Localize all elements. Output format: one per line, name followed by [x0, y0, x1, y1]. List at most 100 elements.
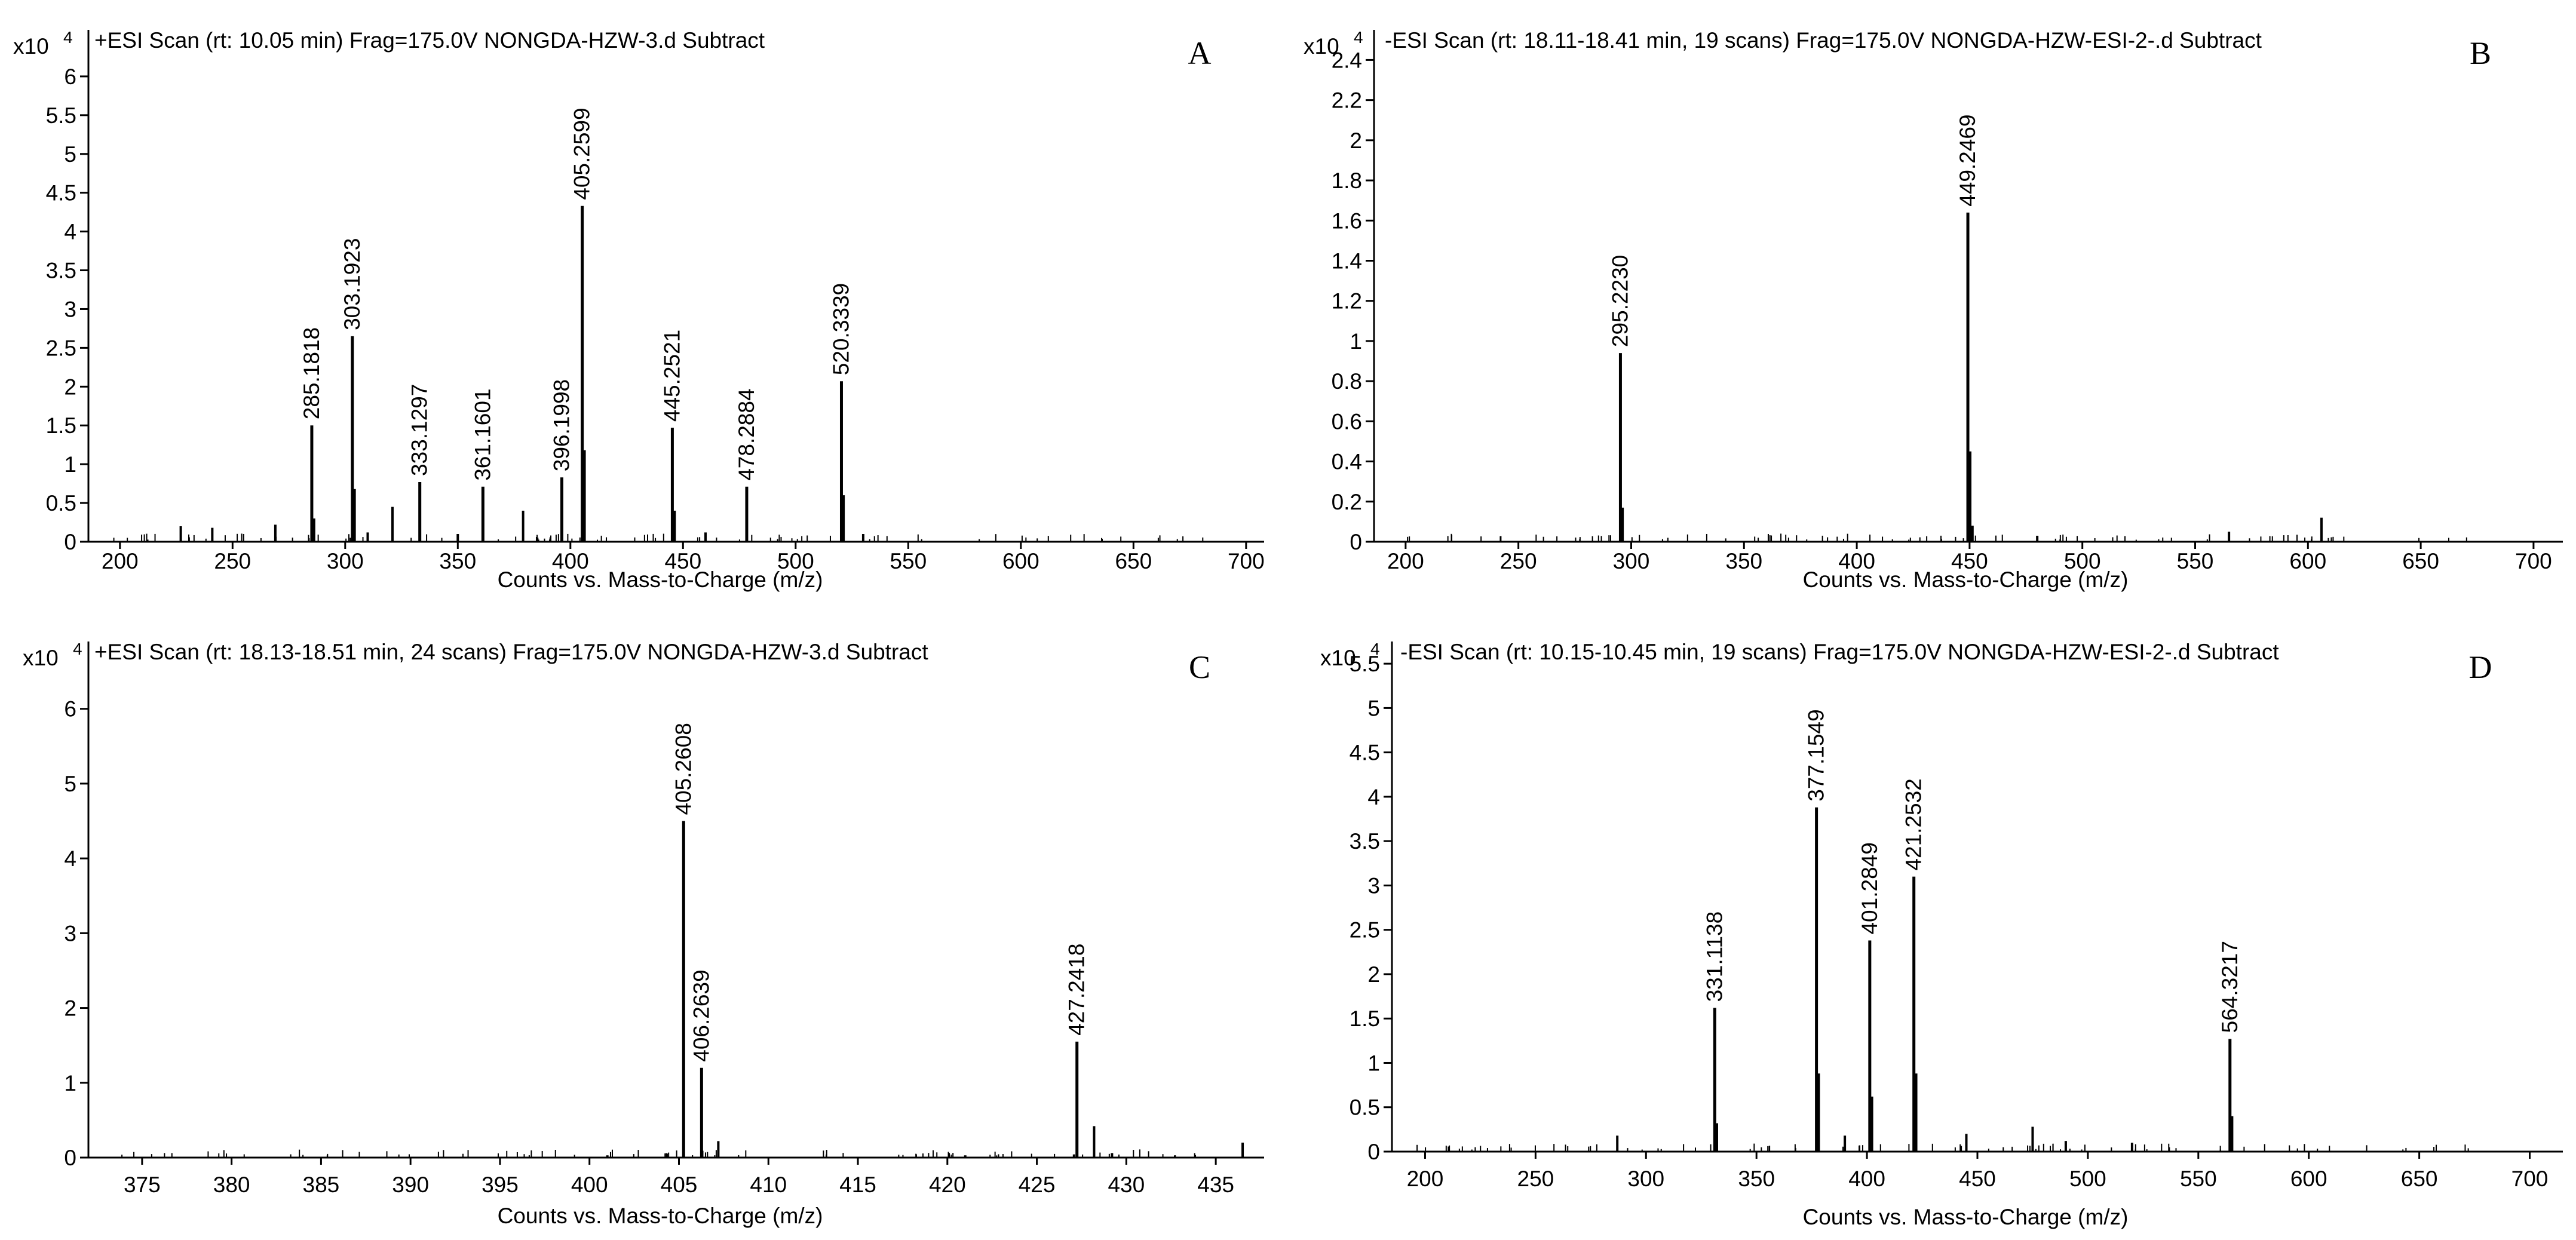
- x-tick-label: 200: [1387, 549, 1424, 573]
- panel-c: x10 4 +ESI Scan (rt: 18.13-18.51 min, 24…: [23, 640, 1264, 1228]
- x-tick-label: 435: [1197, 1173, 1234, 1197]
- panel-b-x-ticks: 200 250 300 350 400 450 500 550 600 650 700: [1387, 542, 2552, 573]
- x-tick-label: 350: [439, 549, 476, 573]
- peak-label: 285.1818: [299, 327, 324, 419]
- panel-d-multiplier-exp: 4: [1370, 640, 1380, 658]
- y-tick-label: 0.6: [1332, 409, 1362, 434]
- panel-b-x-label: Counts vs. Mass-to-Charge (m/z): [1803, 567, 2129, 592]
- y-tick-label: 3.5: [1350, 829, 1380, 854]
- panel-a: x10 4 +ESI Scan (rt: 10.05 min) Frag=175…: [13, 28, 1265, 592]
- y-tick-label: 1: [1367, 1051, 1380, 1075]
- x-tick-label: 700: [2511, 1167, 2549, 1191]
- peak-label: 396.1998: [549, 379, 574, 471]
- panel-a-peak-labels: 285.1818 303.1923 333.1297 361.1601 396.1998…: [299, 108, 854, 480]
- y-tick-label: 2.2: [1332, 88, 1362, 113]
- peak-label: 405.2608: [671, 723, 695, 815]
- peak-label: 406.2639: [689, 969, 713, 1061]
- x-tick-label: 350: [1738, 1167, 1775, 1191]
- y-tick-label: 0.2: [1332, 490, 1362, 514]
- panel-a-y-ticks: 0 0.5 1 1.5 2 2.5 3 3.5 4 4.5 5 5.5 6: [46, 65, 88, 554]
- x-tick-label: 700: [2515, 549, 2552, 573]
- y-tick-label: 4: [64, 220, 76, 244]
- y-tick-label: 1: [64, 1071, 76, 1095]
- x-tick-label: 450: [1959, 1167, 1996, 1191]
- peak-label: 564.3217: [2218, 941, 2242, 1033]
- x-tick-label: 600: [1002, 549, 1039, 573]
- y-tick-label: 3: [64, 297, 76, 321]
- panel-c-peak-labels: 405.2608 406.2639 427.2418: [671, 723, 1088, 1062]
- x-tick-label: 650: [2402, 549, 2439, 573]
- peak-label: 520.3339: [829, 283, 853, 375]
- panel-a-title: +ESI Scan (rt: 10.05 min) Frag=175.0V NO…: [94, 28, 765, 53]
- y-tick-label: 5.5: [1350, 652, 1380, 676]
- panel-a-peaks: [113, 205, 1204, 542]
- y-tick-label: 0: [64, 530, 76, 554]
- x-tick-label: 200: [1407, 1167, 1444, 1191]
- peak-label: 361.1601: [470, 388, 495, 480]
- y-tick-label: 3: [1367, 873, 1380, 898]
- peak-label: 478.2884: [734, 388, 759, 480]
- panel-b-multiplier-exp: 4: [1354, 28, 1363, 47]
- panel-d-letter: D: [2469, 649, 2492, 685]
- panel-c-y-ticks: 0 1 2 3 4 5 6: [64, 697, 88, 1170]
- x-tick-label: 400: [552, 549, 589, 573]
- x-tick-label: 550: [890, 549, 927, 573]
- x-tick-label: 550: [2177, 549, 2214, 573]
- panel-b-peak-labels: 295.2230 449.2469: [1608, 115, 1980, 348]
- peak-label: 405.2599: [570, 108, 594, 199]
- panel-c-multiplier-exp: 4: [73, 640, 82, 658]
- x-tick-label: 500: [2064, 549, 2101, 573]
- y-tick-label: 1.5: [46, 413, 76, 438]
- x-tick-label: 430: [1108, 1173, 1145, 1197]
- panel-b-y-ticks: 0 0.2 0.4 0.6 0.8 1 1.2 1.4 1.6 1.8 2 2.2 2.4: [1332, 48, 1374, 554]
- panel-a-x-label: Counts vs. Mass-to-Charge (m/z): [498, 567, 823, 592]
- x-tick-label: 250: [1517, 1167, 1554, 1191]
- x-tick-label: 420: [929, 1173, 966, 1197]
- peak-label: 401.2849: [1857, 842, 1882, 934]
- x-tick-label: 500: [777, 549, 814, 573]
- y-tick-label: 6: [64, 65, 76, 89]
- panel-c-x-label: Counts vs. Mass-to-Charge (m/z): [498, 1204, 823, 1228]
- x-tick-label: 400: [1838, 549, 1875, 573]
- y-tick-label: 0.5: [1350, 1095, 1380, 1120]
- y-tick-label: 1: [1350, 329, 1362, 354]
- peak-label: 449.2469: [1955, 115, 1980, 207]
- x-tick-label: 385: [303, 1173, 340, 1197]
- panel-c-multiplier: x10: [23, 646, 59, 670]
- panel-c-title: +ESI Scan (rt: 18.13-18.51 min, 24 scans…: [94, 640, 928, 664]
- panel-a-multiplier-exp: 4: [63, 28, 73, 47]
- y-tick-label: 6: [64, 697, 76, 722]
- panel-b-multiplier: x10: [1304, 34, 1339, 59]
- x-tick-label: 300: [327, 549, 364, 573]
- x-tick-label: 300: [1627, 1167, 1664, 1191]
- peak-label: 445.2521: [660, 330, 684, 422]
- x-tick-label: 380: [213, 1173, 250, 1197]
- y-tick-label: 4: [64, 846, 76, 871]
- x-tick-label: 395: [482, 1173, 519, 1197]
- panel-a-multiplier: x10: [13, 34, 49, 59]
- panel-d-peaks: [1416, 807, 2469, 1152]
- y-tick-label: 1.6: [1332, 208, 1362, 233]
- y-tick-label: 0: [1367, 1140, 1380, 1164]
- x-tick-label: 200: [102, 549, 139, 573]
- x-tick-label: 350: [1725, 549, 1762, 573]
- x-tick-label: 410: [750, 1173, 787, 1197]
- y-tick-label: 3: [64, 921, 76, 946]
- y-tick-label: 2: [1367, 962, 1380, 987]
- x-tick-label: 415: [839, 1173, 876, 1197]
- panel-d-x-label: Counts vs. Mass-to-Charge (m/z): [1803, 1205, 2129, 1229]
- x-tick-label: 600: [2289, 549, 2326, 573]
- panel-a-letter: A: [1188, 35, 1212, 71]
- panel-c-peaks: [121, 821, 1244, 1158]
- x-tick-label: 250: [1500, 549, 1537, 573]
- y-tick-label: 5: [64, 142, 76, 167]
- y-tick-label: 2.4: [1332, 48, 1362, 72]
- y-tick-label: 1.8: [1332, 168, 1362, 193]
- panel-b-peaks: [1407, 212, 2467, 542]
- peak-label: 303.1923: [340, 238, 364, 330]
- x-tick-label: 250: [214, 549, 251, 573]
- x-tick-label: 400: [571, 1173, 608, 1197]
- y-tick-label: 5: [64, 772, 76, 796]
- y-tick-label: 4.5: [1350, 741, 1380, 765]
